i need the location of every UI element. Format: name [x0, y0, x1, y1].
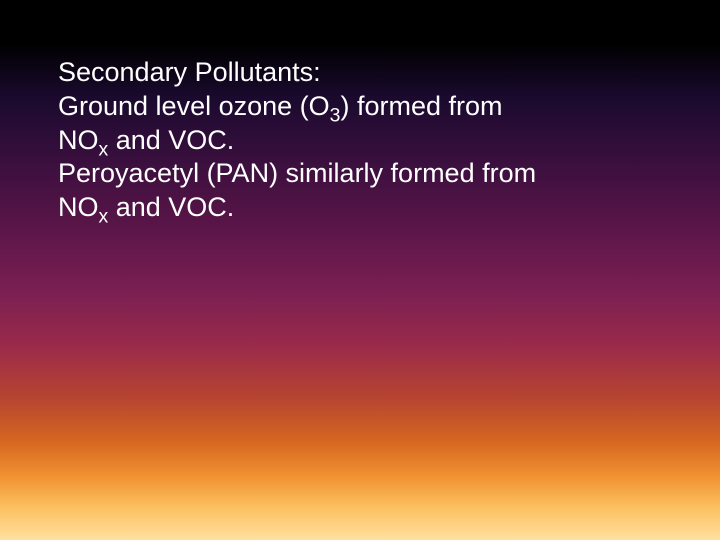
line4-text: Peroyacetyl (PAN) similarly formed from [58, 158, 536, 188]
line-2: Ground level ozone (O3) formed from [58, 90, 660, 124]
title-text: Secondary Pollutants: [58, 57, 321, 87]
line3-part-b: and VOC. [108, 125, 234, 155]
line2-part-a: Ground level ozone (O [58, 91, 330, 121]
line-4: Peroyacetyl (PAN) similarly formed from [58, 157, 660, 191]
line-5: NOx and VOC. [58, 191, 660, 225]
line5-part-b: and VOC. [108, 192, 234, 222]
line5-subscript: x [99, 205, 109, 227]
line-3: NOx and VOC. [58, 124, 660, 158]
line5-part-a: NO [58, 192, 99, 222]
slide: Secondary Pollutants: Ground level ozone… [0, 0, 720, 540]
line2-part-b: ) formed from [340, 91, 502, 121]
title-line: Secondary Pollutants: [58, 56, 660, 90]
line2-subscript: 3 [330, 104, 341, 126]
line3-part-a: NO [58, 125, 99, 155]
slide-text-content: Secondary Pollutants: Ground level ozone… [58, 56, 660, 225]
